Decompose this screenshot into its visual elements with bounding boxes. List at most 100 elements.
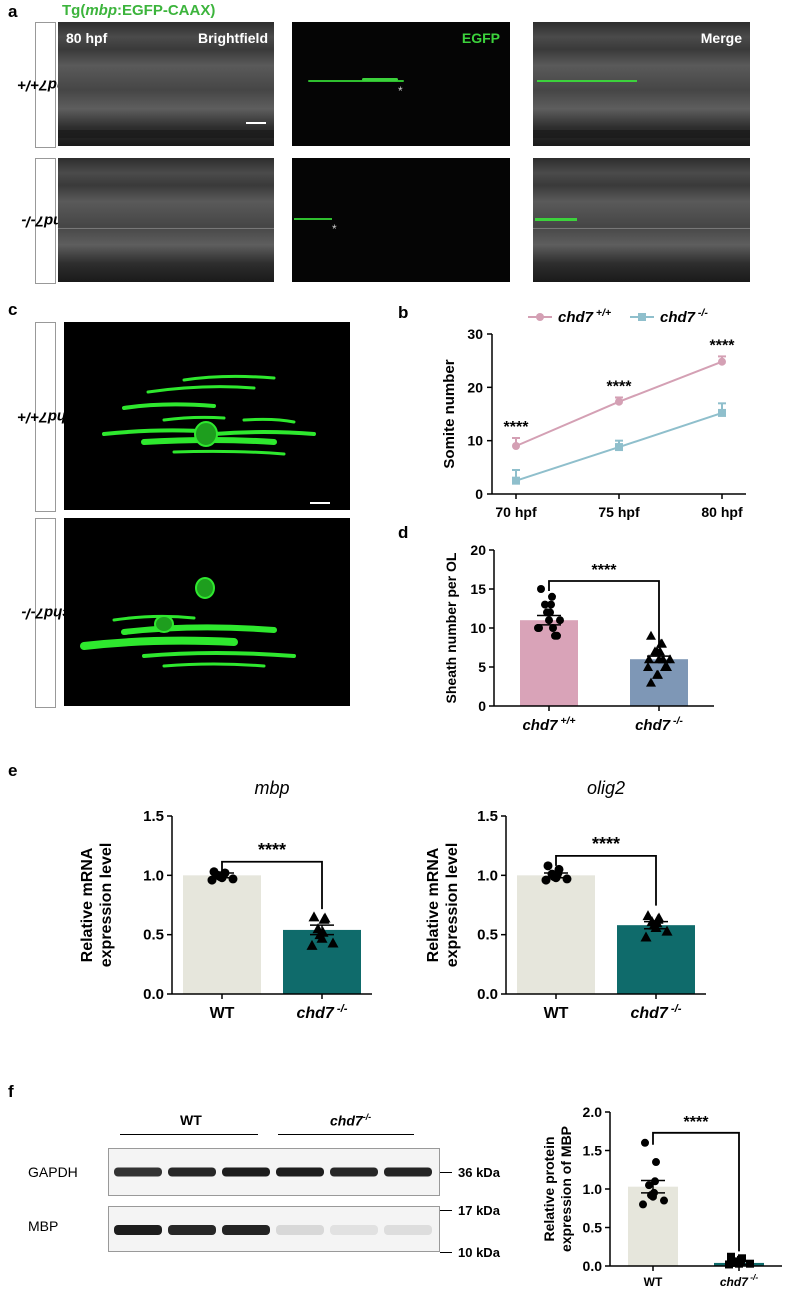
data-point <box>646 677 656 687</box>
x-tick-label: chd7 -/- <box>296 1003 347 1022</box>
y-axis-label: Relative mRNA <box>79 847 96 962</box>
marker-10kda: 10 kDa <box>458 1245 500 1260</box>
significance-label: **** <box>710 337 736 354</box>
chart-b-somite-number: b 0 10 20 30 70 hpf 75 hpf 80 hpf Somite number *… <box>398 303 746 520</box>
significance-label: **** <box>258 840 286 860</box>
y-axis-label: expression level <box>444 843 461 968</box>
mbp-band <box>222 1225 270 1235</box>
data-point <box>562 874 572 884</box>
data-point <box>534 624 542 632</box>
data-point <box>308 911 320 922</box>
construct-label: Tg(mbp:EGFP-CAAX) <box>62 2 215 19</box>
panel-b-label: b <box>398 303 408 322</box>
egfp-signal <box>308 80 404 82</box>
wb-row-mbp: MBP <box>28 1218 59 1234</box>
image-band <box>58 130 274 138</box>
y-tick-label: 2.0 <box>583 1104 603 1120</box>
row-label-c-mut: chd7-/- <box>21 518 70 708</box>
data-point <box>646 630 656 640</box>
wb-group-mut-sup: -/- <box>362 1112 372 1122</box>
col-egfp-label: EGFP <box>461 30 500 46</box>
row-label-mut: chd7-/- <box>21 158 70 284</box>
data-point <box>645 1181 653 1190</box>
wb-group-mut: chd7-/- <box>330 1112 371 1129</box>
x-tick-label: WT <box>210 1005 235 1022</box>
gapdh-band <box>384 1167 432 1177</box>
data-point <box>652 669 662 679</box>
data-point <box>658 654 668 664</box>
x-tick-label: chd7 +/+ <box>522 715 575 734</box>
y-tick-label: 1.0 <box>477 867 498 884</box>
wb-group-wt-line <box>120 1134 258 1135</box>
data-point <box>615 397 623 406</box>
significance-label: **** <box>607 378 633 395</box>
y-tick-label: 5 <box>478 659 486 675</box>
panel-a-label: a <box>8 2 18 21</box>
data-point <box>652 646 662 656</box>
chart-f-mbp-protein: 0.0 0.5 1.0 1.5 2.0 WT chd7 -/- Relative protei… <box>541 1104 782 1289</box>
x-tick-label: WT <box>644 1275 663 1289</box>
egfp-signal <box>362 78 398 81</box>
legend-label: chd7 +/+ <box>558 307 611 326</box>
gapdh-band <box>168 1167 216 1177</box>
brightfield-image-mut <box>58 158 274 282</box>
marker-36kda: 36 kDa <box>458 1165 500 1180</box>
row-label-c-mut-text: chd7-/- <box>20 604 71 622</box>
data-point <box>656 638 666 648</box>
brightfield-image-wt: 80 hpf Brightfield <box>58 22 274 146</box>
data-point <box>660 1196 668 1205</box>
merge-image-mut <box>533 158 750 282</box>
data-point <box>556 616 564 625</box>
chart-e-mbp: e mbp 0.0 0.5 1.0 1.5 WT chd7 -/- Relative mRNA e… <box>8 761 372 1022</box>
panel-f-label: f <box>8 1082 14 1101</box>
y-tick-label: 10 <box>467 433 483 449</box>
data-point <box>316 932 328 943</box>
data-point <box>641 1138 649 1147</box>
legend-label: chd7 -/- <box>660 307 708 326</box>
significance-label: **** <box>684 1114 710 1131</box>
col-brightfield-label: Brightfield <box>198 30 268 46</box>
marker-tick-36 <box>440 1172 452 1173</box>
egfp-signal <box>294 218 332 220</box>
wb-group-mut-text: chd7 <box>330 1112 363 1129</box>
significance-bracket <box>548 580 660 649</box>
data-point <box>537 585 545 593</box>
data-point <box>553 631 561 640</box>
egfp-signal <box>535 218 577 221</box>
wb-row-gapdh: GAPDH <box>28 1164 78 1180</box>
image-band <box>533 130 750 138</box>
image-band <box>58 228 274 282</box>
bar-0 <box>517 875 595 994</box>
y-tick-label: 15 <box>470 581 486 597</box>
significance-bracket <box>652 1131 740 1252</box>
y-tick-label: 1.5 <box>143 808 164 825</box>
data-point <box>746 1259 754 1268</box>
gapdh-band <box>114 1167 162 1177</box>
significance-bracket <box>555 854 657 906</box>
oligodendrocyte-image-mut <box>64 518 350 706</box>
legend-marker <box>536 313 544 321</box>
x-tick-label: chd7 -/- <box>630 1003 681 1022</box>
panel-e-label: e <box>8 761 17 780</box>
chart-title: olig2 <box>587 778 625 798</box>
data-point <box>644 654 654 664</box>
merge-image-wt: Merge <box>533 22 750 146</box>
significance-label: **** <box>504 419 530 436</box>
y-tick-label: 0.5 <box>583 1220 603 1236</box>
y-tick-label: 1.0 <box>583 1181 603 1197</box>
data-point <box>665 654 675 664</box>
chart-title: mbp <box>254 778 289 798</box>
y-tick-label: 0.0 <box>583 1258 603 1274</box>
y-tick-label: 20 <box>470 542 486 558</box>
data-point <box>652 1158 660 1167</box>
x-tick-label: WT <box>544 1005 569 1022</box>
bar-0 <box>183 875 261 994</box>
construct-gene: mbp <box>85 2 117 19</box>
construct-part: :EGFP-CAAX) <box>117 2 216 19</box>
data-point <box>643 662 653 671</box>
y-tick-label: 20 <box>467 379 483 395</box>
data-point <box>541 875 551 885</box>
image-band <box>533 228 750 282</box>
y-tick-label: 1.5 <box>583 1143 603 1159</box>
chart-d-sheath-number: d 0 5 10 15 20 chd7 +/+ chd7 -/- Sheath number p… <box>398 523 714 734</box>
